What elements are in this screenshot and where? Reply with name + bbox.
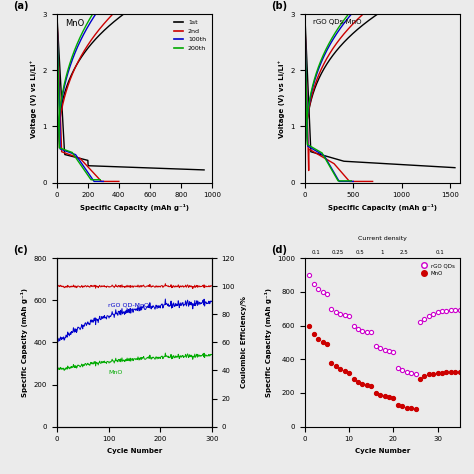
X-axis label: Specific Capacity (mAh g⁻¹): Specific Capacity (mAh g⁻¹) xyxy=(80,204,189,211)
Text: MnO: MnO xyxy=(64,19,84,28)
X-axis label: Specific Capacity (mAh g⁻¹): Specific Capacity (mAh g⁻¹) xyxy=(328,204,437,211)
Text: 0.1: 0.1 xyxy=(311,250,320,255)
Legend: 1st, 2nd, 100th, 200th: 1st, 2nd, 100th, 200th xyxy=(171,18,209,53)
Y-axis label: Coulombic Efficiency/%: Coulombic Efficiency/% xyxy=(241,296,246,388)
Text: MnO: MnO xyxy=(108,370,122,375)
Text: (b): (b) xyxy=(271,1,287,11)
Text: (d): (d) xyxy=(271,245,287,255)
Y-axis label: Specific Capacity (mAh g⁻¹): Specific Capacity (mAh g⁻¹) xyxy=(21,288,28,397)
Text: (c): (c) xyxy=(13,245,28,255)
Legend: rGO QDs, MnO: rGO QDs, MnO xyxy=(416,261,457,278)
Text: rGO QD-MnO: rGO QD-MnO xyxy=(108,303,149,308)
Text: 1: 1 xyxy=(381,250,384,255)
Y-axis label: Specific Capacity (mAh g⁻¹): Specific Capacity (mAh g⁻¹) xyxy=(264,288,272,397)
X-axis label: Cycle Number: Cycle Number xyxy=(107,448,162,454)
Y-axis label: Voltage (V) vs Li/Li⁺: Voltage (V) vs Li/Li⁺ xyxy=(278,59,285,137)
X-axis label: Cycle Number: Cycle Number xyxy=(355,448,410,454)
Text: 0.5: 0.5 xyxy=(356,250,365,255)
Text: Current density: Current density xyxy=(358,237,407,241)
Text: 2.5: 2.5 xyxy=(400,250,409,255)
Text: 0.25: 0.25 xyxy=(332,250,344,255)
Text: rGO QDs-MnO: rGO QDs-MnO xyxy=(312,19,361,25)
Text: 0.1: 0.1 xyxy=(436,250,444,255)
Y-axis label: Voltage (V) vs Li/Li⁺: Voltage (V) vs Li/Li⁺ xyxy=(30,59,37,137)
Text: (a): (a) xyxy=(13,1,29,11)
